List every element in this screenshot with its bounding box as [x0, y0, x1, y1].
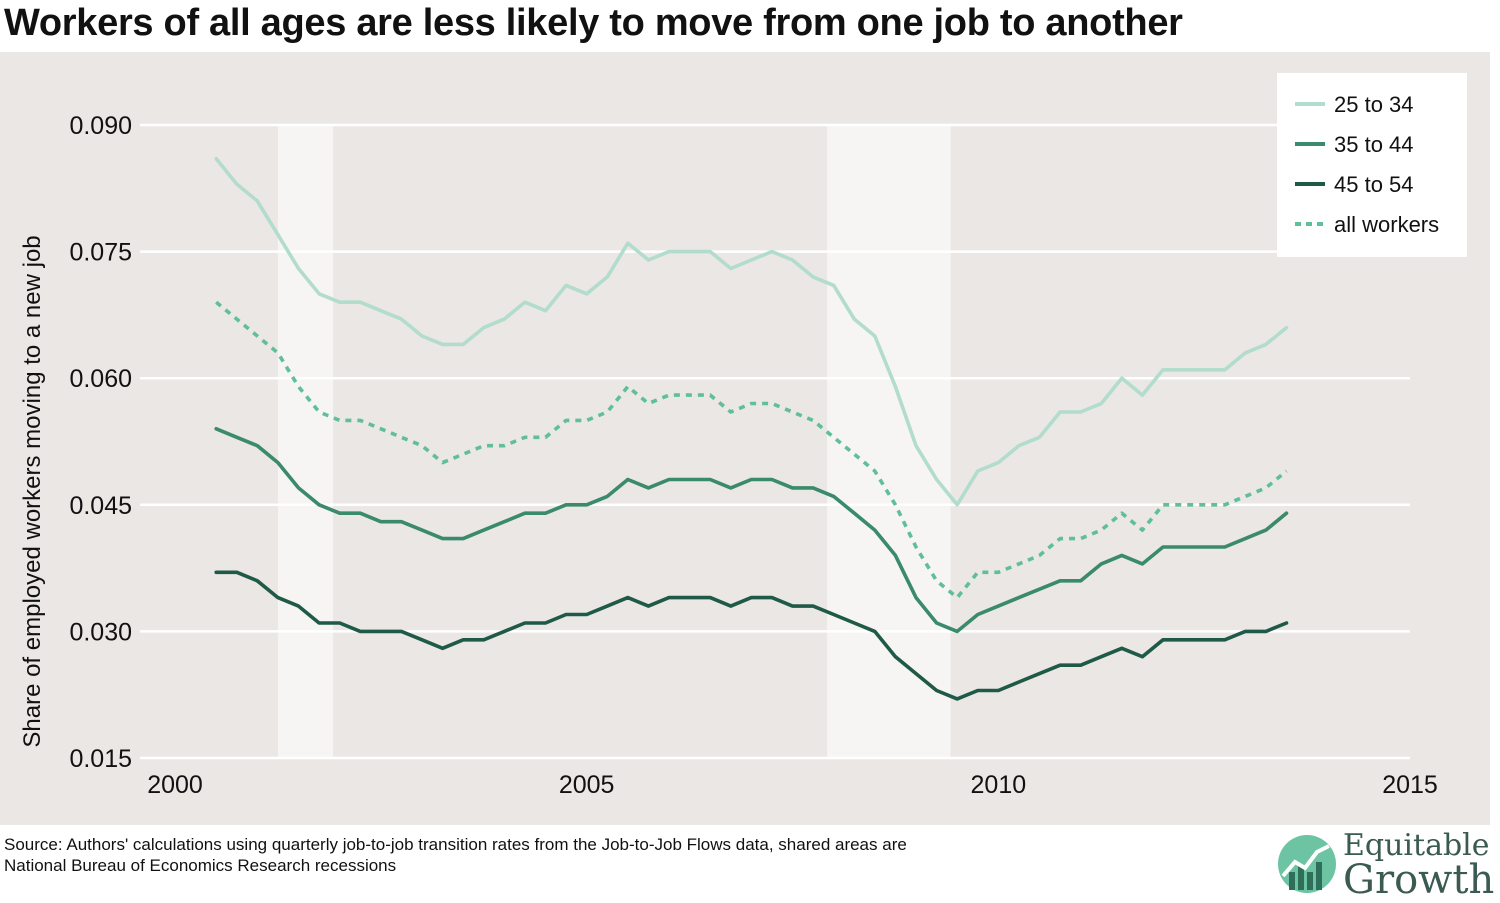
series-line-25-to-34 [214, 157, 1289, 507]
recession-bands [277, 125, 951, 758]
chart-panel: 0.015 0.030 0.045 0.060 0.075 0.090 2000 2005 2… [0, 52, 1490, 825]
y-tick-label: 0.030 [69, 618, 132, 646]
y-axis-ticks: 0.015 0.030 0.045 0.060 0.075 0.090 [69, 112, 132, 773]
legend-label: 35 to 44 [1334, 132, 1414, 157]
source-note: Source: Authors' calculations using quar… [4, 834, 1064, 876]
y-tick-label: 0.045 [69, 492, 132, 520]
source-note-line-1: Source: Authors' calculations using quar… [4, 835, 907, 854]
y-tick-label: 0.075 [69, 239, 132, 267]
x-tick-label: 2000 [147, 771, 203, 799]
logo-line-1: Equitable [1343, 828, 1490, 863]
series-line-all-workers [215, 300, 1288, 600]
y-axis-label: Share of employed workers moving to a ne… [19, 235, 46, 747]
x-axis-ticks: 2000 2005 2010 2015 [147, 771, 1438, 799]
series-line-35-to-44 [214, 426, 1289, 634]
series-line-45-to-54 [214, 570, 1289, 701]
legend-label: 45 to 54 [1334, 172, 1414, 197]
x-tick-label: 2015 [1382, 771, 1438, 799]
recession-band-2 [827, 125, 951, 758]
x-tick-label: 2010 [971, 771, 1027, 799]
equitable-growth-logo: Equitable Growth [1277, 828, 1495, 903]
logo-wordmark: Equitable Growth [1343, 828, 1495, 903]
rising-trend-circle-icon [1278, 835, 1336, 893]
y-tick-label: 0.015 [69, 745, 132, 773]
series-lines [214, 157, 1289, 701]
recession-band-1 [277, 125, 334, 758]
y-tick-label: 0.090 [69, 112, 132, 140]
legend-label: all workers [1334, 212, 1439, 237]
chart-title: Workers of all ages are less likely to m… [4, 2, 1183, 44]
legend-label: 25 to 34 [1334, 92, 1414, 117]
y-tick-label: 0.060 [69, 365, 132, 393]
x-tick-label: 2005 [559, 771, 615, 799]
source-note-line-2: National Bureau of Economics Research re… [4, 856, 397, 875]
logo-line-2: Growth [1343, 857, 1495, 903]
legend: 25 to 34 35 to 44 45 to 54 all workers [1277, 73, 1467, 257]
